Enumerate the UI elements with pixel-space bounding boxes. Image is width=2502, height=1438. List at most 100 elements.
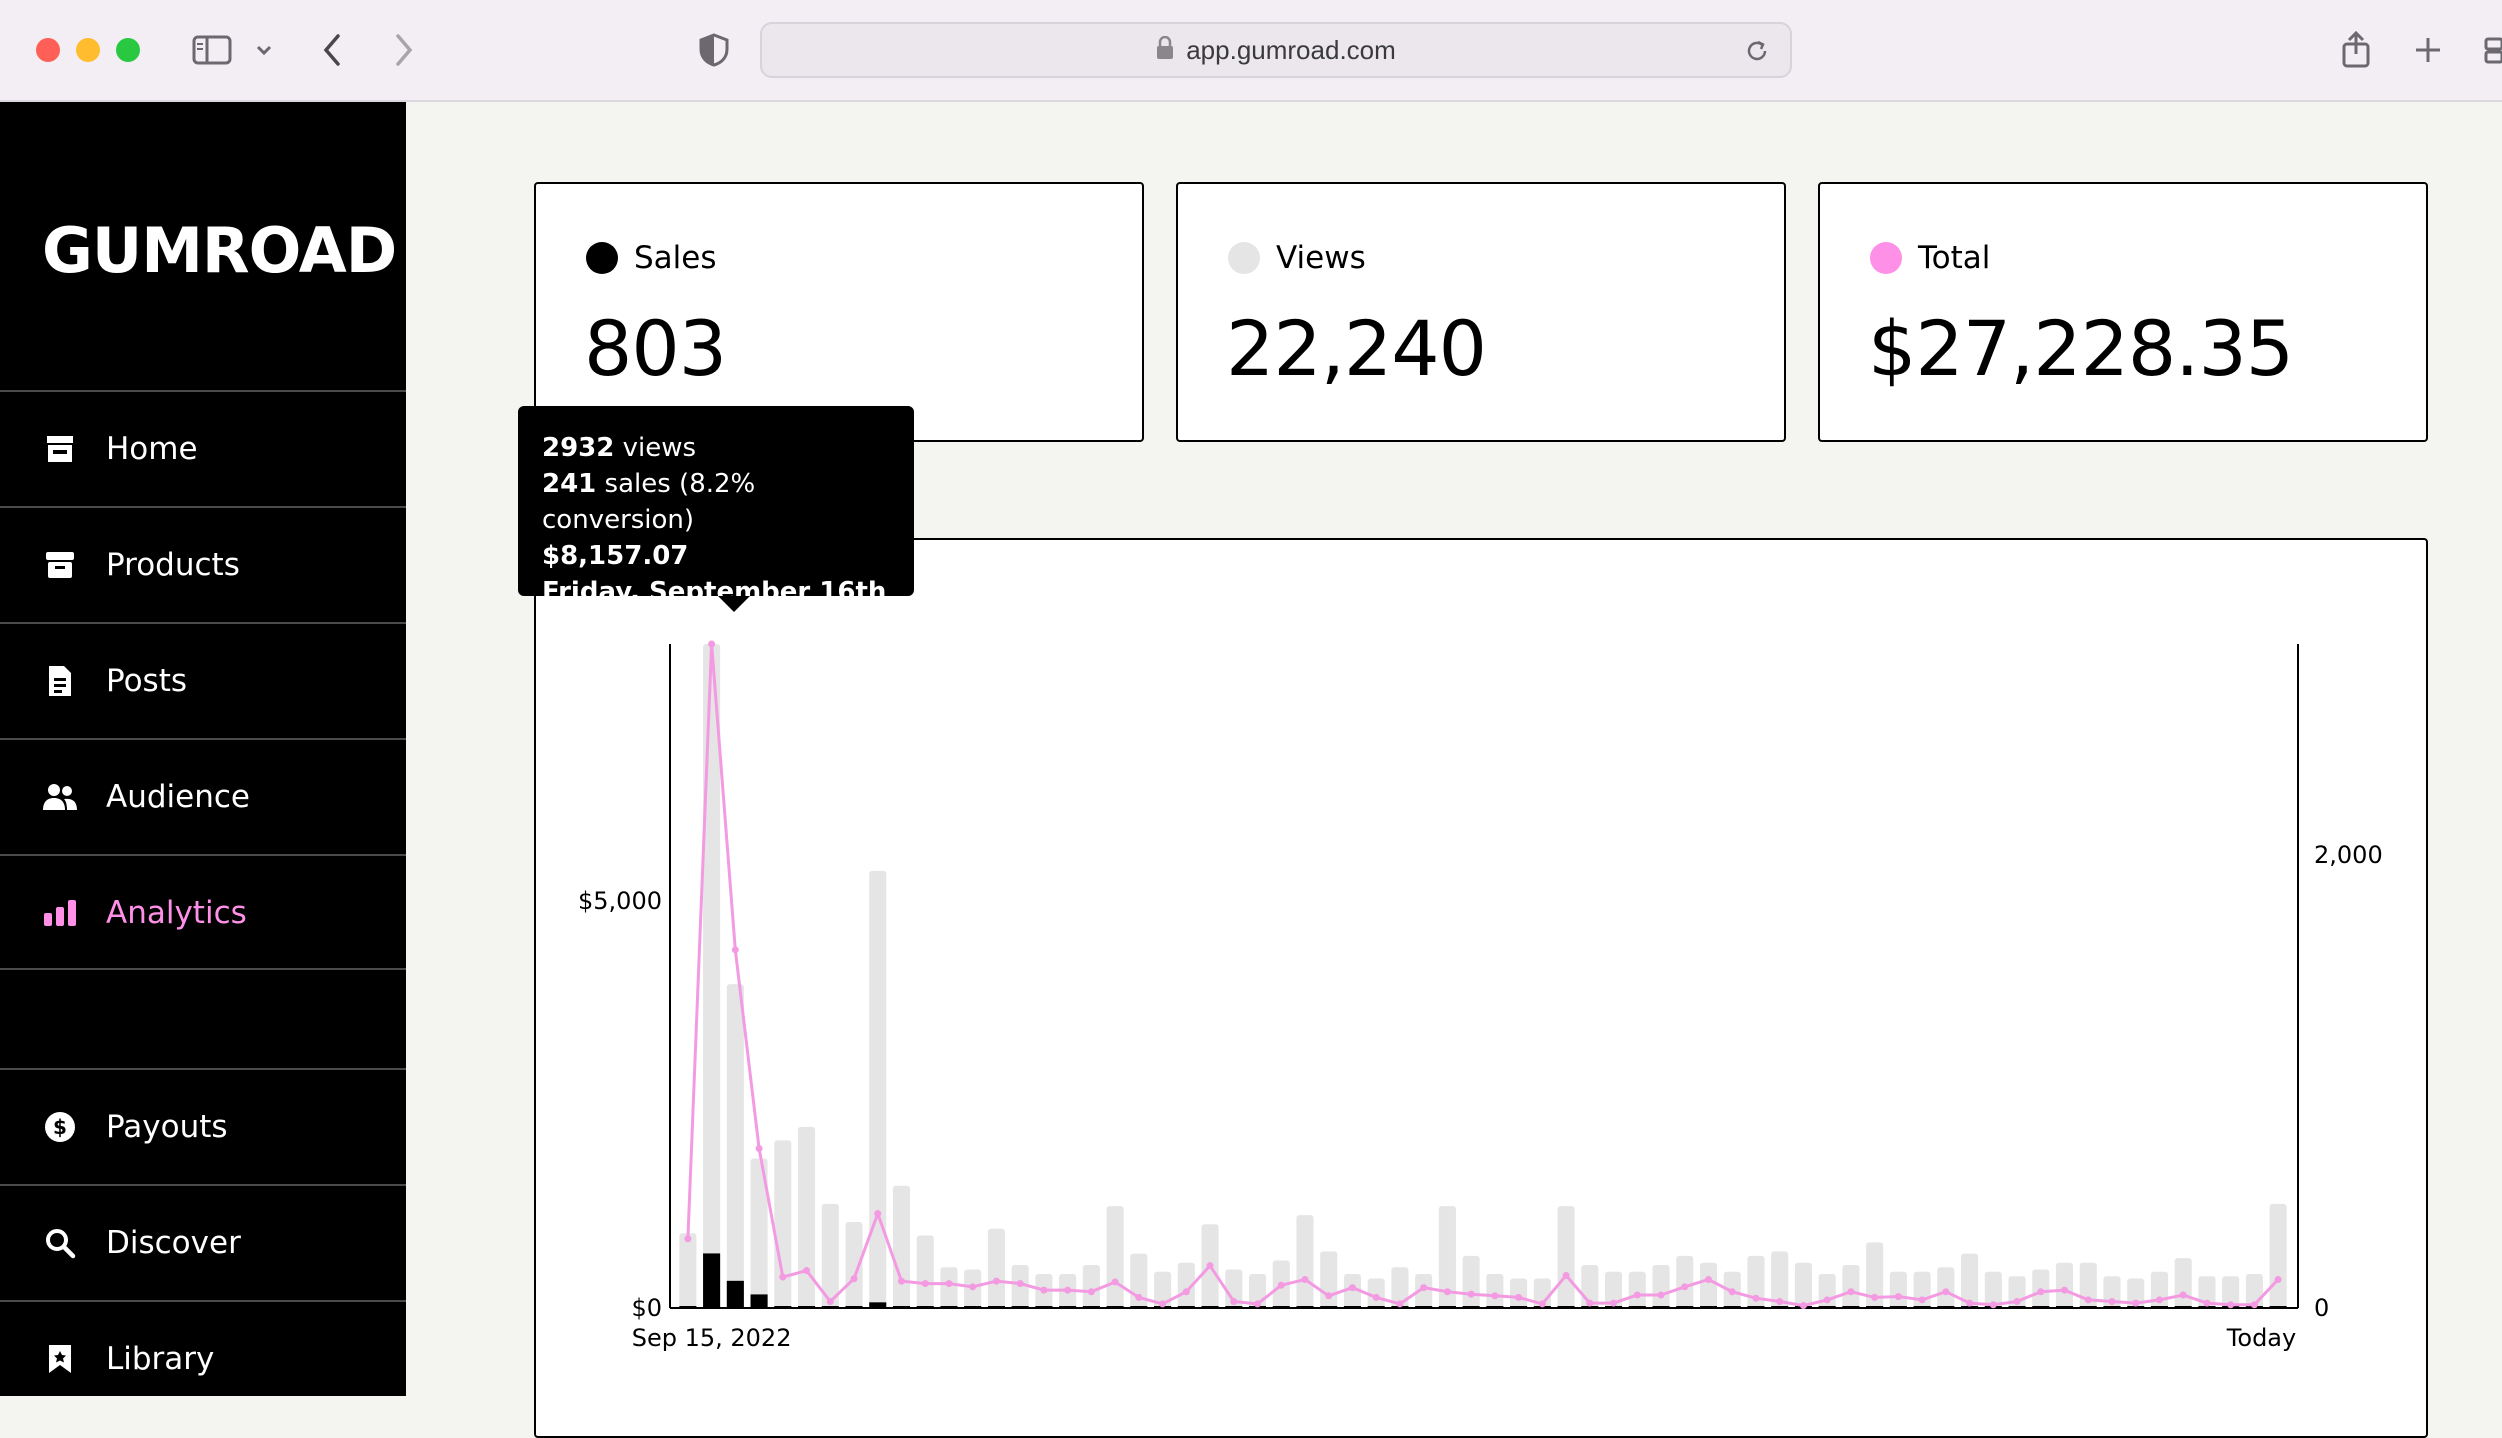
new-tab-plus-icon[interactable] (2406, 26, 2450, 74)
total-point (1847, 1288, 1855, 1296)
total-point (1111, 1278, 1119, 1286)
total-point (1633, 1291, 1641, 1299)
total-point (1277, 1281, 1285, 1289)
sales-bar (916, 1306, 934, 1308)
total-point (826, 1297, 834, 1305)
total-point (1681, 1283, 1689, 1291)
sales-bar (1225, 1306, 1243, 1308)
sales-bar (774, 1306, 792, 1308)
sales-bar (1177, 1306, 1195, 1308)
total-point (2227, 1301, 2235, 1309)
sidebar-item-payouts[interactable]: $ Payouts (0, 1068, 406, 1184)
sales-bar (1699, 1306, 1718, 1308)
total-point (945, 1280, 953, 1288)
sales-bar (1581, 1306, 1599, 1308)
chart-svg[interactable]: $0 $5,000 0 2,000 Sep 15, 2022 Today (536, 540, 2428, 1438)
sidebar-item-library[interactable]: Library (0, 1300, 406, 1416)
sales-bar (1272, 1306, 1290, 1308)
views-bar (797, 1126, 816, 1308)
total-point (2132, 1299, 2140, 1307)
views-bar (1154, 1271, 1172, 1308)
analytics-chart[interactable]: $0 $5,000 0 2,000 Sep 15, 2022 Today (534, 538, 2428, 1438)
address-bar[interactable]: app.gumroad.com (760, 22, 1792, 78)
svg-text:$: $ (53, 1115, 67, 1139)
total-point (2250, 1301, 2258, 1309)
sales-value: 803 (584, 304, 727, 393)
bar-chart-icon (42, 895, 78, 931)
total-point (1562, 1271, 1570, 1279)
views-bar (750, 1158, 768, 1308)
x-axis-label-today: Today (2226, 1324, 2296, 1352)
views-bar (679, 1233, 697, 1308)
close-window-button[interactable] (36, 38, 60, 62)
views-bar (2127, 1278, 2145, 1308)
sales-bar (1106, 1306, 1124, 1308)
sidebar-item-home[interactable]: Home (0, 390, 406, 506)
total-point (1752, 1294, 1760, 1302)
total-point (1515, 1293, 1523, 1301)
sidebar-item-audience[interactable]: Audience (0, 738, 406, 854)
sales-label: Sales (634, 240, 717, 276)
sales-bar (797, 1306, 816, 1308)
back-arrow-icon[interactable] (312, 26, 352, 74)
total-point (1728, 1288, 1736, 1296)
total-point (1491, 1292, 1499, 1300)
sidebar-item-label: Products (106, 547, 240, 583)
sales-bar (892, 1306, 911, 1308)
total-legend-dot (1870, 242, 1902, 274)
views-bar (1320, 1251, 1338, 1308)
views-legend-dot (1228, 242, 1260, 274)
views-bar (821, 1203, 839, 1308)
sales-bar (1866, 1306, 1884, 1308)
sidebar-item-discover[interactable]: Discover (0, 1184, 406, 1300)
tooltip-amount: $8,157.07 (542, 541, 689, 571)
sales-legend-dot (586, 242, 618, 274)
sales-bar (869, 1302, 887, 1308)
total-point (1230, 1297, 1238, 1305)
total-point (992, 1277, 1000, 1285)
reload-icon[interactable] (1744, 38, 1770, 68)
sales-bar (1771, 1306, 1789, 1308)
sales-bar (2174, 1306, 2192, 1308)
total-point (1871, 1293, 1879, 1301)
total-point (1823, 1296, 1831, 1304)
total-point (1087, 1288, 1095, 1296)
forward-arrow-icon[interactable] (384, 26, 424, 74)
views-bar (1842, 1264, 1860, 1308)
chart-tooltip: 2932 views 241 sales (8.2% conversion) $… (518, 406, 914, 612)
sidebar-toggle-icon[interactable] (188, 26, 236, 74)
gumroad-logo[interactable]: GUMROAD (42, 214, 397, 287)
total-line (686, 643, 2280, 1308)
sidebar-item-products[interactable]: Products (0, 506, 406, 622)
sales-bar (845, 1306, 863, 1308)
share-icon[interactable] (2334, 26, 2378, 74)
total-point (1016, 1280, 1024, 1288)
sales-bar (1343, 1306, 1362, 1308)
sales-bar (2150, 1306, 2169, 1308)
views-bar (1177, 1262, 1195, 1308)
total-point (1135, 1293, 1143, 1301)
sidebar-item-analytics[interactable]: Analytics (0, 854, 406, 970)
total-point (2179, 1291, 2187, 1299)
bookmark-icon (42, 1341, 78, 1377)
total-point (1182, 1288, 1190, 1296)
sidebar-item-posts[interactable]: Posts (0, 622, 406, 738)
archive-icon (42, 547, 78, 583)
views-bar (892, 1185, 911, 1308)
sales-bar (2032, 1306, 2050, 1308)
total-point (755, 1144, 763, 1152)
sidebar-item-label: Audience (106, 779, 250, 815)
views-bar (1676, 1255, 1694, 1308)
total-point (874, 1210, 882, 1218)
sales-bar (1676, 1306, 1694, 1308)
views-bar (1937, 1267, 1955, 1308)
tab-overview-icon[interactable] (2478, 26, 2502, 74)
minimize-window-button[interactable] (76, 38, 100, 62)
total-point (1894, 1293, 1902, 1301)
views-bar (2174, 1258, 2192, 1308)
views-bar (1391, 1267, 1409, 1308)
shield-icon[interactable] (694, 26, 734, 74)
chevron-down-icon[interactable] (250, 26, 278, 74)
sales-bar (1818, 1306, 1836, 1308)
zoom-window-button[interactable] (116, 38, 140, 62)
